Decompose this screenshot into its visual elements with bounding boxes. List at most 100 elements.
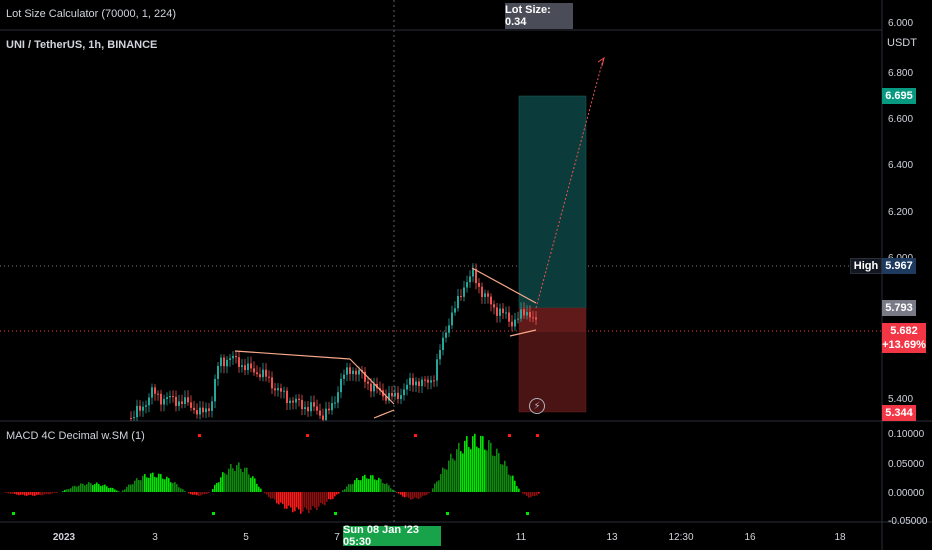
macd-bar [20, 492, 22, 495]
candle-body [358, 369, 360, 375]
macd-bar [358, 480, 360, 492]
macd-bar [26, 492, 28, 496]
macd-bar [468, 447, 470, 492]
candle-body [340, 378, 342, 393]
candle-body [523, 309, 525, 316]
candle-body [160, 393, 162, 405]
macd-bar [464, 440, 466, 492]
macd-bar [288, 492, 290, 506]
macd-bar [206, 492, 208, 494]
macd-bar [438, 480, 440, 492]
candle-body [388, 393, 390, 401]
macd-bar [276, 492, 278, 504]
candle-body [271, 377, 273, 389]
macd-bar [274, 492, 276, 500]
macd-bar [272, 492, 274, 499]
candle-body [178, 401, 180, 406]
macd-bar [286, 492, 288, 509]
macd-bar [400, 492, 402, 495]
macd-bar [222, 472, 224, 492]
candle-body [226, 359, 228, 367]
macd-bar [244, 467, 246, 492]
time-axis-tick: 3 [152, 532, 158, 543]
macd-bar [194, 492, 196, 495]
price-axis-tick: 6.400 [888, 160, 913, 171]
candle-body [475, 268, 477, 284]
candle-body [451, 312, 453, 326]
macd-signal-dot [508, 434, 511, 437]
macd-bar [500, 464, 502, 492]
candle-body [298, 398, 300, 400]
macd-bar [362, 476, 364, 492]
macd-bar [56, 492, 58, 493]
price-axis-tick: 6.800 [888, 68, 913, 79]
candle-body [439, 350, 441, 360]
macd-bar [510, 475, 512, 492]
macd-bar [452, 458, 454, 492]
macd-bar [248, 474, 250, 492]
macd-bar [380, 479, 382, 492]
macd-bar [442, 467, 444, 492]
candle-body [229, 358, 231, 360]
stop-price-tag: 5.344 [882, 405, 916, 421]
macd-bar [314, 492, 316, 508]
macd-bar [422, 492, 424, 496]
macd-bar [388, 485, 390, 492]
time-axis-tick: 16 [744, 532, 756, 543]
macd-axis-tick: -0.05000 [888, 516, 928, 527]
macd-bar [256, 483, 258, 492]
candle-body [532, 317, 534, 319]
candle-body [151, 387, 153, 398]
time-axis-tick: 7 [334, 532, 340, 543]
indicator-title[interactable]: Lot Size Calculator (70000, 1, 224) [6, 8, 176, 20]
macd-bar [214, 484, 216, 492]
macd-bar [424, 492, 426, 496]
symbol-title[interactable]: UNI / TetherUS, 1h, BINANCE [6, 39, 158, 51]
macd-bar [318, 492, 320, 507]
macd-signal-dot [414, 434, 417, 437]
macd-bar [156, 477, 158, 492]
macd-bar [246, 467, 248, 492]
macd-bar [118, 491, 120, 492]
macd-axis-tick: 0.05000 [888, 459, 925, 470]
macd-signal-dot [526, 512, 529, 515]
macd-bar [32, 492, 34, 496]
candle-body [445, 332, 447, 338]
macd-bar [192, 492, 194, 495]
macd-bar [476, 446, 478, 492]
macd-bar [420, 492, 422, 498]
macd-bar [110, 487, 112, 492]
target-zone [518, 95, 587, 309]
macd-title[interactable]: MACD 4C Decimal w.SM (1) [6, 430, 145, 442]
macd-bar [68, 489, 70, 492]
macd-bar [50, 492, 52, 494]
macd-bar [370, 475, 372, 492]
candle-body [175, 396, 177, 406]
macd-bar [102, 485, 104, 492]
candle-body [223, 357, 225, 367]
macd-bar [178, 487, 180, 492]
pattern-line [509, 329, 537, 337]
time-axis-tick: 12:30 [668, 532, 693, 543]
candle-body [430, 380, 432, 383]
candle-body [442, 337, 444, 351]
lightning-icon[interactable]: ⚡ [529, 398, 545, 414]
candle-body [217, 365, 219, 379]
macd-bar [44, 492, 46, 495]
macd-bar [378, 477, 380, 492]
macd-bar [504, 460, 506, 492]
macd-bar [450, 453, 452, 492]
candle-body [415, 381, 417, 386]
candle-body [148, 397, 150, 406]
candle-body [316, 406, 318, 411]
macd-bar [8, 492, 10, 494]
candle-body [514, 319, 516, 327]
candle-body [478, 283, 480, 287]
macd-bar [280, 492, 282, 503]
macd-bar [474, 433, 476, 492]
candle-body [163, 399, 165, 405]
macd-bar [308, 492, 310, 514]
macd-bar [434, 483, 436, 492]
macd-bar [22, 492, 24, 495]
